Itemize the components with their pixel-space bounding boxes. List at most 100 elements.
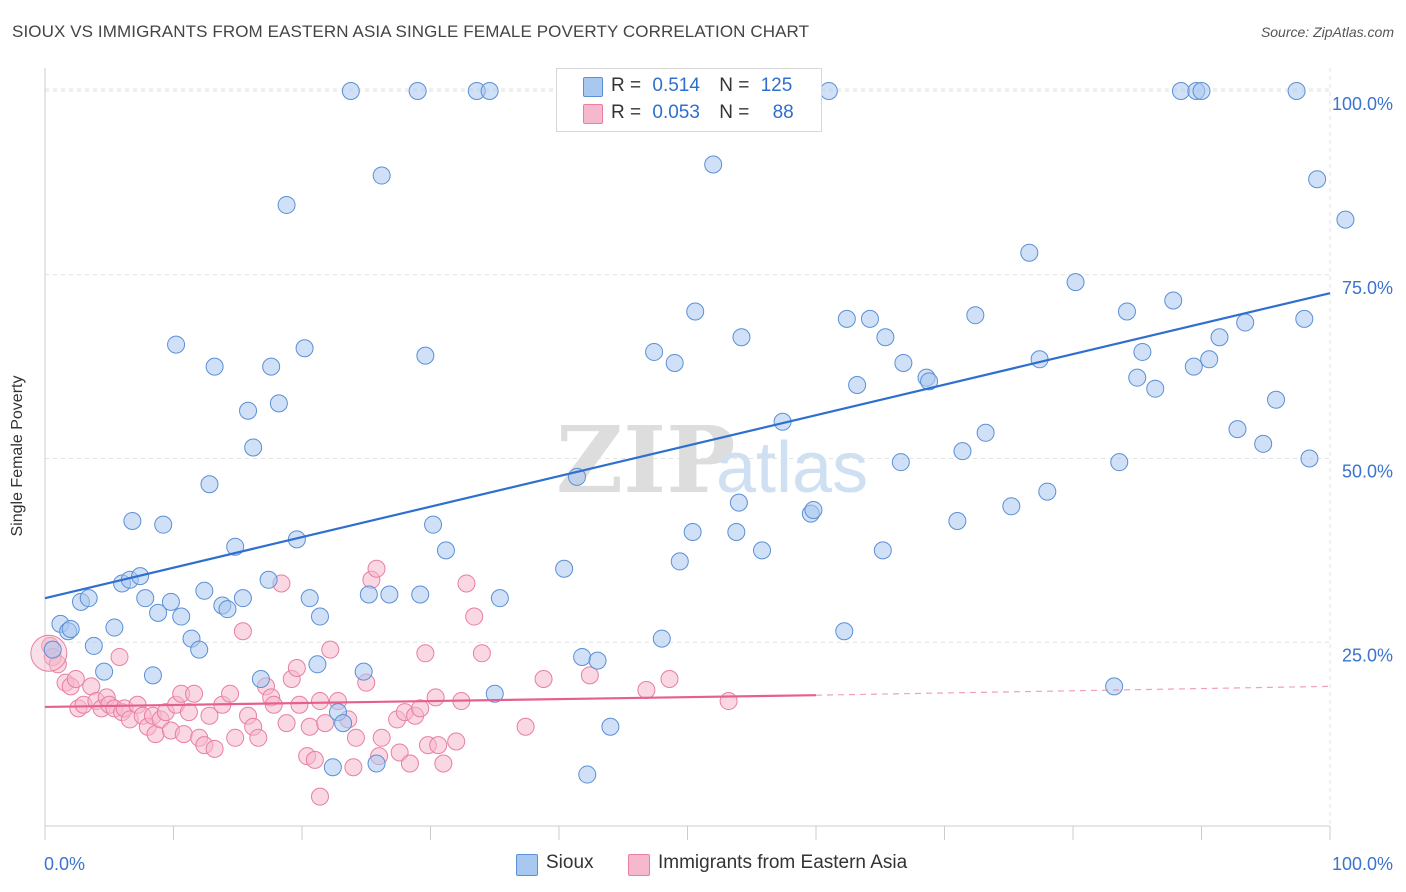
sioux-point [848,376,867,395]
sioux-point [136,589,155,608]
sioux-point [1267,390,1286,409]
stats-legend: R = 0.514 N = 125 R = 0.053 N = 88 [556,68,822,132]
immigrants-point [637,681,656,700]
immigrants-point [233,622,252,641]
immigrants-point [179,703,198,722]
sioux-point [683,523,702,542]
immigrants-point [580,666,599,685]
sioux-point [1236,313,1255,332]
legend-n-label: N = [719,75,750,96]
legend-n-value: 88 [772,102,794,123]
sioux-point [424,515,443,534]
immigrants-point [310,787,329,806]
sioux-point [835,622,854,641]
sioux-point [262,357,281,376]
legend-r-label: R = [611,102,642,123]
axes [44,68,1331,840]
immigrants-point [310,692,329,711]
y-tick-label: 100.0% [1332,94,1393,114]
sioux-point [43,640,62,659]
immigrants-point [472,644,491,663]
immigrants-point [447,732,466,751]
sioux-point [1146,379,1165,398]
sioux-point [323,758,342,777]
sioux-point [259,570,278,589]
immigrants-point [516,717,535,736]
immigrants-point [321,640,340,659]
sioux-point [1020,243,1039,262]
sioux-point [578,765,597,784]
sioux-point [1110,453,1129,472]
immigrants-point [457,574,476,593]
y-tick-label: 75.0% [1342,278,1393,298]
sioux-point [1300,449,1319,468]
sioux-point [372,166,391,185]
immigrants-point [205,739,224,758]
sioux-point [1184,357,1203,376]
immigrants-point [660,670,679,689]
sioux-point [1038,482,1057,501]
sioux-point [732,328,751,347]
sioux-point [920,372,939,391]
sioux-point [354,662,373,681]
sioux-point [1066,273,1085,292]
immigrants-point [264,695,283,714]
sioux-point [860,309,879,328]
sioux-point [686,302,705,321]
sioux-point [244,438,263,457]
sioux-point [84,636,103,655]
sioux-point [310,607,329,626]
sioux-point [837,309,856,328]
sioux-point [753,541,772,560]
immigrants-point [226,728,245,747]
sioux-point [233,589,252,608]
sioux-point [1030,350,1049,369]
sioux-point [277,195,296,214]
sioux-point [1308,170,1327,189]
immigrants-point [400,754,419,773]
sioux-point [300,589,319,608]
legend-r-value: 0.514 [652,75,700,96]
sioux-point [1192,82,1211,101]
sioux-point [804,500,823,519]
sioux-point [61,620,80,639]
sioux-point [205,357,224,376]
sioux-point [1171,82,1190,101]
sioux-point [195,581,214,600]
immigrants-point [300,717,319,736]
sioux-point [380,585,399,604]
sioux-point [167,335,186,354]
immigrants-point [287,658,306,677]
bottom-legend-swatch-sioux [516,854,538,876]
immigrants-point [346,728,365,747]
sioux-point [408,82,427,101]
bottom-legend-label-sioux: Sioux [546,852,594,873]
immigrants-point [66,670,85,689]
immigrants-point [249,728,268,747]
sioux-point [1105,677,1124,696]
immigrants-point [426,688,445,707]
immigrants-point [174,725,193,744]
sioux-point [79,589,98,608]
immigrants-point [429,736,448,755]
sioux-point [819,82,838,101]
sioux-point [308,655,327,674]
trend-lines [44,292,1331,709]
bottom-legend-label-immigrants: Immigrants from Eastern Asia [658,852,908,873]
watermark: ZIP atlas [556,406,868,514]
sioux-point [367,754,386,773]
immigrants-point [316,714,335,733]
immigrants-point [110,647,129,666]
sioux-point [190,640,209,659]
x-tick-label-min: 0.0% [44,854,85,874]
sioux-point [143,666,162,685]
sioux-point [1210,328,1229,347]
immigrants-point [305,750,324,769]
immigrants-point [367,559,386,578]
sioux-point [1133,342,1152,361]
sioux-point [334,714,353,733]
immigrants-point [344,758,363,777]
immigrants-point [434,754,453,773]
immigrants-point [390,743,409,762]
